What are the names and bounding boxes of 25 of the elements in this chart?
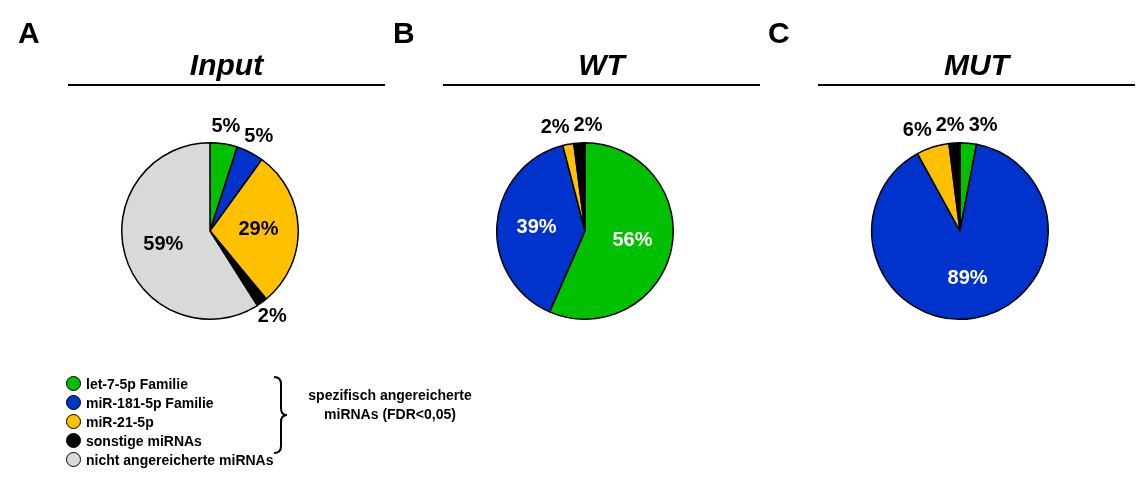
legend-label: sonstige miRNAs bbox=[86, 432, 202, 449]
chart-title: MUT bbox=[818, 48, 1135, 86]
text: C bbox=[768, 16, 790, 50]
data-label: 2% bbox=[257, 304, 287, 327]
data-label: 6% bbox=[902, 117, 932, 140]
legend-label: miR-21-5p bbox=[86, 413, 154, 430]
data-label: 2% bbox=[573, 112, 603, 135]
data-label: 89% bbox=[947, 266, 988, 289]
data-label: 2% bbox=[935, 112, 965, 135]
legend-label: nicht angereicherte miRNAs bbox=[86, 451, 274, 468]
data-label: 39% bbox=[516, 214, 557, 237]
data-label: 5% bbox=[244, 124, 274, 147]
text: spezifisch angereicherte miRNAs (FDR<0,05) bbox=[307, 386, 473, 424]
data-label: 3% bbox=[968, 113, 998, 136]
data-label: 5% bbox=[211, 113, 241, 136]
legend-label: let-7-5p Familie bbox=[86, 375, 188, 392]
data-label: 29% bbox=[238, 216, 279, 239]
text: B bbox=[393, 16, 415, 50]
data-label: 59% bbox=[143, 232, 184, 255]
text: A bbox=[18, 16, 40, 50]
data-label: 2% bbox=[540, 114, 570, 137]
legend-label: miR-181-5p Familie bbox=[86, 394, 214, 411]
data-label: 56% bbox=[612, 228, 653, 251]
chart-title: WT bbox=[443, 48, 760, 86]
chart-title: Input bbox=[68, 48, 385, 86]
